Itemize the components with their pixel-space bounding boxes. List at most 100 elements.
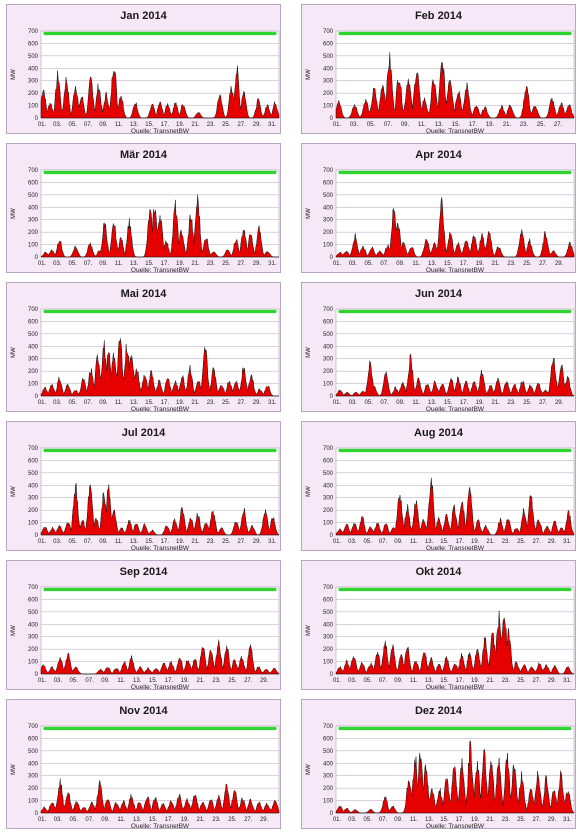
chart-svg: Aug 2014 0 100 200 300 400 500 600 700 MW 01. 03. 05… — [306, 427, 575, 550]
x-tick-label: 25. — [523, 261, 532, 267]
x-tick-label: 01. — [38, 122, 47, 128]
y-tick-label: 700 — [323, 29, 334, 35]
x-tick-label: 11. — [115, 400, 123, 406]
x-tick-label: 17. — [165, 678, 174, 684]
x-tick-label: 13. — [428, 261, 437, 267]
chart-svg: Dez 2014 0 100 200 300 400 500 600 700 MW 01. 03. 05… — [306, 705, 575, 828]
y-axis-label: MW — [11, 347, 17, 358]
x-tick-label: 01. — [333, 817, 342, 823]
x-tick-label: 13. — [133, 678, 142, 684]
x-tick-label: 29. — [260, 678, 269, 684]
x-tick-label: 19. — [471, 817, 480, 823]
x-tick-label: 23. — [212, 817, 221, 823]
y-tick-label: 100 — [323, 243, 334, 249]
y-tick-label: 700 — [28, 168, 39, 174]
x-tick-label: 11. — [117, 817, 125, 823]
x-tick-label: 31. — [268, 539, 277, 545]
feed-in-area — [335, 353, 575, 397]
source-label: Quelle: TransnetBW — [426, 128, 485, 133]
x-tick-label: 23. — [507, 400, 516, 406]
y-tick-label: 700 — [323, 307, 334, 313]
feed-in-area — [40, 483, 280, 536]
source-label: Quelle: TransnetBW — [426, 684, 485, 689]
feed-in-area — [40, 778, 280, 814]
y-tick-label: 700 — [323, 446, 334, 452]
x-tick-label: 13. — [425, 817, 434, 823]
x-tick-label: 13. — [428, 400, 437, 406]
x-tick-label: 11. — [410, 539, 418, 545]
y-tick-label: 600 — [28, 597, 39, 603]
y-tick-label: 100 — [323, 104, 334, 110]
x-tick-label: 19. — [476, 400, 485, 406]
x-tick-label: 09. — [394, 678, 403, 684]
y-tick-label: 100 — [323, 799, 334, 805]
plot-area — [335, 308, 575, 397]
y-tick-label: 400 — [323, 344, 334, 350]
feed-in-area — [335, 477, 575, 536]
y-tick-label: 100 — [28, 382, 39, 388]
source-label: Quelle: TransnetBW — [131, 545, 190, 550]
x-tick-label: 13. — [133, 817, 142, 823]
x-tick-label: 23. — [212, 678, 221, 684]
x-tick-label: 05. — [364, 678, 373, 684]
x-tick-label: 07. — [84, 261, 93, 267]
x-tick-label: 03. — [54, 678, 63, 684]
x-tick-label: 07. — [85, 678, 94, 684]
x-tick-label: 05. — [69, 122, 78, 128]
feed-in-area — [335, 197, 575, 258]
y-tick-label: 200 — [28, 508, 39, 514]
x-tick-label: 27. — [532, 817, 541, 823]
x-tick-label: 31. — [268, 122, 277, 128]
y-tick-label: 500 — [28, 749, 39, 755]
x-tick-label: 05. — [364, 539, 373, 545]
x-tick-label: 21. — [191, 400, 200, 406]
x-tick-label: 21. — [486, 678, 495, 684]
chart-svg: Feb 2014 0 100 200 300 400 500 600 700 MW 01. 03. 05… — [306, 10, 575, 133]
x-tick-label: 25. — [517, 678, 526, 684]
x-tick-label: 25. — [537, 122, 546, 128]
x-tick-label: 25. — [222, 539, 231, 545]
plot-area — [40, 447, 280, 536]
y-tick-label: 300 — [28, 496, 39, 502]
x-tick-label: 01. — [333, 400, 342, 406]
chart-title: Aug 2014 — [414, 427, 464, 439]
source-label: Quelle: TransnetBW — [426, 823, 485, 828]
x-tick-label: 21. — [191, 539, 200, 545]
chart-svg: Sep 2014 0 100 200 300 400 500 600 700 MW 01. 03. 05… — [11, 566, 280, 689]
x-tick-label: 19. — [471, 539, 480, 545]
x-tick-label: 05. — [70, 817, 79, 823]
x-tick-label: 25. — [222, 122, 231, 128]
x-tick-label: 27. — [244, 817, 253, 823]
y-axis-label: MW — [11, 625, 17, 636]
x-tick-label: 29. — [555, 261, 564, 267]
x-tick-label: 27. — [532, 678, 541, 684]
x-tick-label: 01. — [38, 817, 47, 823]
y-tick-label: 500 — [323, 610, 334, 616]
chart-svg: Jan 2014 0 100 200 300 400 500 600 700 MW 01. 03. 05… — [11, 10, 280, 133]
y-tick-label: 500 — [28, 332, 39, 338]
x-tick-label: 07. — [85, 817, 94, 823]
x-tick-label: 15. — [145, 122, 154, 128]
y-tick-label: 600 — [28, 180, 39, 186]
x-tick-label: 19. — [176, 539, 185, 545]
x-tick-label: 05. — [69, 400, 78, 406]
x-tick-label: 15. — [440, 817, 449, 823]
x-tick-label: 19. — [176, 261, 185, 267]
x-tick-label: 11. — [115, 539, 123, 545]
y-tick-label: 300 — [323, 218, 334, 224]
x-tick-label: 09. — [99, 400, 108, 406]
y-tick-label: 300 — [28, 357, 39, 363]
x-tick-label: 25. — [517, 817, 526, 823]
y-axis-label: MW — [306, 347, 312, 358]
x-tick-label: 01. — [333, 261, 342, 267]
y-tick-label: 300 — [323, 635, 334, 641]
x-tick-label: 29. — [260, 817, 269, 823]
y-tick-label: 0 — [330, 255, 334, 261]
chart-svg: Apr 2014 0 100 200 300 400 500 600 700 MW 01. 03. 05… — [306, 149, 575, 272]
x-tick-label: 21. — [503, 122, 512, 128]
x-tick-label: 27. — [539, 400, 548, 406]
y-axis-label: MW — [306, 764, 312, 775]
x-tick-label: 13. — [425, 539, 434, 545]
x-tick-label: 11. — [410, 817, 418, 823]
